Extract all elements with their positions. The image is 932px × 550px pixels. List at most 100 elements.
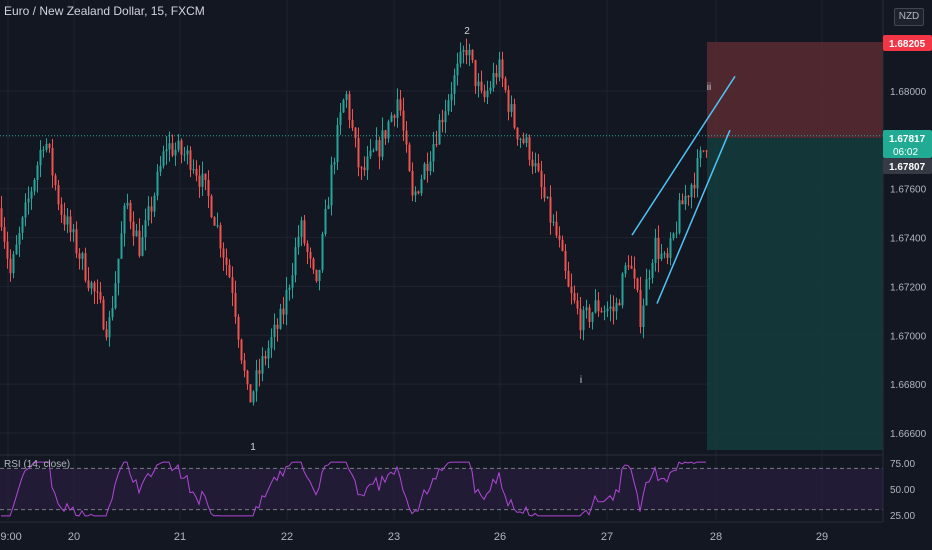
candle-body: [339, 112, 342, 125]
candle-body: [123, 205, 126, 234]
candle-body: [180, 140, 183, 155]
candle-body: [171, 143, 174, 156]
candle-body: [570, 286, 573, 294]
candle-body: [423, 163, 426, 180]
candle-body: [453, 75, 456, 94]
rsi-pane: [0, 454, 883, 517]
candle-body: [690, 184, 693, 198]
current-price-badge: 1.67817: [889, 134, 926, 145]
candle-body: [636, 278, 639, 291]
candle-body: [627, 265, 630, 267]
candle-body: [426, 163, 429, 171]
candle-body: [354, 127, 357, 139]
candle-body: [321, 233, 324, 271]
price-tick-label: 1.68000: [890, 87, 927, 98]
candle-body: [3, 227, 6, 242]
candle-body: [675, 232, 678, 234]
wave-label-ii: ii: [707, 82, 711, 93]
candle-body: [642, 305, 645, 328]
candle-body: [375, 140, 378, 151]
candle-body: [72, 229, 75, 233]
candle-body: [489, 87, 492, 91]
candle-body: [237, 316, 240, 340]
candle-body: [306, 243, 309, 253]
candle-body: [513, 104, 516, 128]
candle-body: [159, 166, 162, 172]
candle-body: [531, 159, 534, 167]
candle-body: [564, 250, 567, 271]
time-tick-label: 29: [816, 531, 828, 543]
candle-body: [378, 140, 381, 157]
candle-body: [15, 244, 18, 255]
currency-badge[interactable]: NZD: [894, 8, 924, 26]
risk-reward-zones[interactable]: [0, 42, 883, 450]
candle-body: [609, 306, 612, 309]
candle-body: [21, 217, 24, 233]
candle-body: [264, 356, 267, 359]
candle-body: [9, 258, 12, 274]
candle-body: [612, 306, 615, 312]
candle-body: [141, 237, 144, 256]
price-tick-label: 1.67400: [890, 234, 927, 245]
symbol-title[interactable]: Euro / New Zealand Dollar, 15, FXCM: [4, 4, 205, 18]
candle-body: [417, 191, 420, 194]
candle-body: [522, 138, 525, 144]
candle-body: [693, 184, 696, 189]
candle-body: [279, 308, 282, 329]
candle-body: [579, 308, 582, 331]
candle-body: [471, 49, 474, 61]
candle-body: [240, 339, 243, 361]
candle-body: [51, 147, 54, 176]
candle-body: [363, 167, 366, 171]
candle-body: [639, 290, 642, 328]
price-tick-label: 1.67000: [890, 331, 927, 342]
price-tick-label: 1.66800: [890, 380, 927, 391]
candle-body: [291, 275, 294, 288]
candle-body: [33, 180, 36, 192]
candle-body: [318, 270, 321, 282]
candle-body: [660, 253, 663, 259]
candle-body: [582, 310, 585, 331]
current-price-badge-bg: [883, 130, 932, 158]
candle-body: [597, 300, 600, 312]
candle-body: [204, 173, 207, 180]
time-tick-label: 19:00: [0, 531, 22, 543]
candle-body: [132, 221, 135, 237]
entry-price-badge: 1.67807: [889, 162, 926, 173]
rsi-tick-label: 50.00: [890, 485, 915, 496]
candle-body: [138, 230, 141, 256]
rsi-tick-label: 25.00: [890, 511, 915, 522]
candle-body: [699, 150, 702, 159]
candle-body: [687, 195, 690, 198]
candle-body: [24, 202, 27, 218]
candle-body: [87, 280, 90, 289]
time-tick-label: 27: [601, 531, 613, 543]
candle-body: [504, 78, 507, 90]
candle-body: [297, 236, 300, 248]
candle-body: [165, 149, 168, 152]
trendlines[interactable]: [631, 75, 736, 304]
candle-body: [399, 99, 402, 111]
candle-body: [681, 200, 684, 205]
time-tick-label: 23: [388, 531, 400, 543]
candle-body: [684, 195, 687, 205]
candle-body: [465, 49, 468, 56]
candle-body: [231, 277, 234, 294]
time-tick-label: 22: [281, 531, 293, 543]
candle-body: [549, 196, 552, 223]
candle-body: [210, 196, 213, 218]
candle-body: [408, 144, 411, 172]
candle-body: [261, 356, 264, 374]
wave-label-2: 2: [464, 26, 470, 37]
entry-price-badge-bg: [883, 158, 932, 174]
candle-body: [39, 149, 42, 166]
candle-body: [591, 312, 594, 322]
candle-body: [654, 237, 657, 263]
candle-body: [456, 63, 459, 76]
rsi-indicator-label[interactable]: RSI (14, close): [4, 459, 71, 470]
candle-body: [519, 138, 522, 140]
candle-body: [567, 270, 570, 287]
candle-body: [111, 308, 114, 318]
